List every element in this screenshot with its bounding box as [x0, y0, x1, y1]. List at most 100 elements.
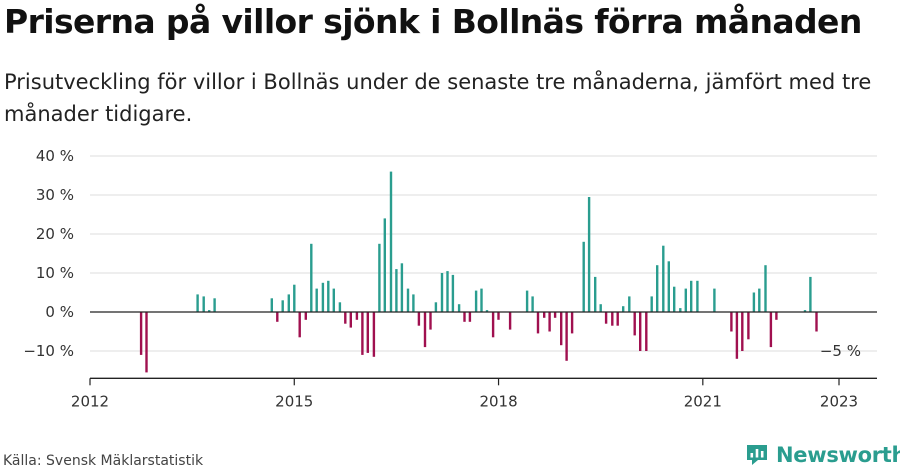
y-tick-label: 10 %	[36, 264, 74, 282]
bar	[803, 310, 807, 312]
x-tick-label: 2012	[71, 392, 109, 410]
bar	[645, 312, 648, 351]
bar	[400, 263, 404, 313]
bar	[747, 312, 750, 340]
bar	[491, 312, 495, 338]
bar	[213, 298, 216, 312]
bar	[679, 308, 682, 312]
bar	[327, 280, 330, 312]
bar	[616, 312, 619, 326]
source-note: Källa: Svensk Mäklarstatistik	[3, 453, 204, 469]
x-tick-label: 2015	[275, 392, 313, 410]
bar	[690, 280, 693, 312]
bar	[276, 312, 279, 322]
bar	[667, 261, 670, 312]
bar	[208, 310, 211, 312]
bar	[730, 312, 733, 332]
bar	[378, 243, 381, 313]
bar	[446, 271, 449, 312]
bar	[531, 296, 534, 312]
bar	[741, 312, 744, 351]
bar	[321, 282, 325, 313]
bar	[287, 294, 290, 312]
x-tick-label: 2018	[479, 392, 517, 410]
bar	[355, 312, 359, 320]
bar	[344, 312, 347, 324]
bar	[696, 280, 699, 312]
y-tick-label: −10 %	[23, 342, 74, 360]
bar	[139, 312, 143, 355]
bar	[553, 312, 557, 318]
bar	[270, 298, 273, 312]
bar	[560, 312, 563, 346]
bar	[582, 241, 585, 312]
brand-name: Newsworthy	[776, 443, 900, 467]
chart-title: Priserna på villor sjönk i Bollnäs förra…	[4, 2, 862, 41]
bar	[389, 171, 393, 312]
bar	[764, 265, 767, 312]
bar	[349, 312, 352, 328]
bar	[298, 312, 301, 338]
axes: −10 % 0 % 10 % 20 % 30 % 40 % 2012 2015 2018 2021…	[23, 147, 877, 410]
bar	[202, 296, 205, 312]
bar	[145, 312, 148, 373]
bar	[594, 276, 597, 312]
bar	[497, 312, 500, 320]
bar	[633, 312, 636, 336]
bar	[310, 243, 313, 313]
bar	[485, 310, 489, 312]
bar	[752, 292, 756, 312]
bar	[338, 302, 342, 313]
y-tick-label: 40 %	[36, 147, 74, 165]
bar	[639, 312, 642, 351]
bar	[656, 265, 659, 312]
bar	[315, 288, 318, 312]
bar	[769, 312, 773, 348]
bar	[440, 273, 444, 312]
bar	[417, 312, 421, 326]
bar	[565, 312, 568, 361]
bar	[543, 312, 546, 318]
bar	[451, 274, 455, 312]
y-tick-label: 0 %	[45, 303, 74, 321]
bar	[383, 218, 386, 312]
bar	[570, 312, 574, 334]
bar	[611, 312, 614, 326]
newsworthy-logo-icon	[747, 445, 767, 465]
bar	[713, 288, 716, 312]
bar	[622, 306, 625, 312]
x-tick-label: 2021	[684, 392, 722, 410]
bar	[775, 312, 778, 320]
bar	[815, 312, 818, 332]
bar	[423, 312, 427, 348]
bar	[599, 304, 602, 312]
y-tick-label: 20 %	[36, 225, 74, 243]
bar	[468, 312, 472, 322]
bar	[463, 312, 466, 322]
bar	[684, 288, 687, 312]
bar	[304, 312, 307, 320]
newsworthy-logo: Newsworthy	[745, 440, 900, 470]
bar	[293, 284, 296, 312]
last-value-label: −5 %	[820, 342, 861, 360]
x-tick-label: 2023	[820, 392, 858, 410]
bar	[480, 288, 483, 312]
gridlines	[90, 155, 877, 352]
bar	[457, 304, 461, 312]
bar	[366, 312, 369, 353]
bar	[673, 286, 676, 312]
bar	[406, 288, 410, 312]
chart-subtitle: Prisutveckling för villor i Bollnäs unde…	[4, 70, 872, 126]
bar	[650, 296, 653, 312]
bar	[587, 197, 591, 312]
bar	[735, 312, 739, 359]
bar	[628, 296, 631, 312]
bar	[525, 290, 529, 312]
bar	[809, 276, 812, 312]
bar	[604, 312, 608, 324]
bar	[412, 294, 415, 312]
bar	[758, 288, 761, 312]
bar	[281, 300, 284, 312]
bar	[372, 312, 376, 357]
bar-chart: −10 % 0 % 10 % 20 % 30 % 40 % 2012 2015 2018 2021…	[23, 147, 877, 410]
